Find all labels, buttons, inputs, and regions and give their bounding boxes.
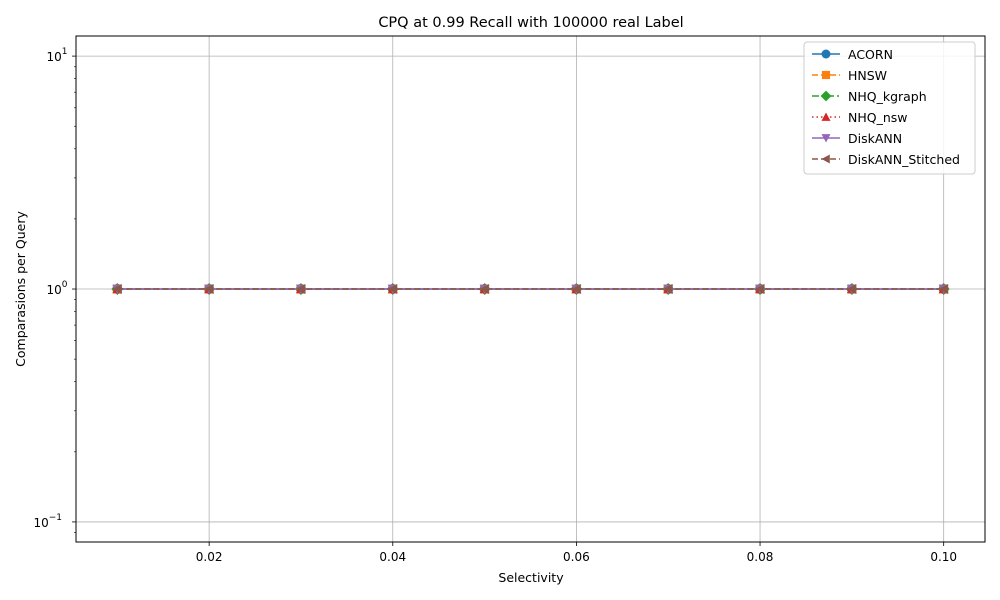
series-diskann-stitched — [112, 284, 948, 295]
y-axis-ticks: 10−1 100 101 — [33, 47, 76, 533]
y-tick-label: 10−1 — [33, 513, 62, 530]
legend-label: DiskANN — [848, 131, 902, 146]
x-tick-label: 0.06 — [563, 550, 590, 564]
data-point — [479, 284, 489, 295]
legend-item: DiskANN_Stitched — [812, 152, 960, 167]
y-tick-label: 101 — [46, 47, 67, 64]
data-point — [112, 284, 122, 295]
legend-label: NHQ_nsw — [848, 110, 908, 125]
data-point — [295, 284, 306, 295]
legend-box — [803, 41, 976, 175]
legend-marker — [821, 112, 831, 121]
x-tick-label: 0.04 — [379, 550, 406, 564]
legend-label: DiskANN_Stitched — [848, 152, 960, 167]
legend-marker — [821, 49, 831, 59]
legend-label: HNSW — [848, 68, 887, 83]
x-axis-label: Selectivity — [498, 570, 564, 585]
x-tick-label: 0.08 — [747, 550, 774, 564]
data-point — [387, 284, 398, 295]
legend-marker — [821, 134, 831, 143]
x-axis-ticks: 0.02 0.04 0.06 0.08 0.10 — [196, 542, 957, 564]
legend-item: NHQ_kgraph — [812, 89, 927, 104]
data-point — [755, 284, 765, 295]
data-point — [663, 284, 673, 295]
legend-label: NHQ_kgraph — [848, 89, 927, 104]
legend-item: DiskANN — [812, 131, 902, 146]
series-group — [111, 283, 950, 296]
x-tick-label: 0.02 — [196, 550, 223, 564]
x-tick-label: 0.10 — [930, 550, 957, 564]
data-point — [571, 284, 581, 295]
legend-marker — [821, 154, 830, 164]
legend: ACORN HNSW NHQ_kgraph NHQ_nsw DiskANN DiskANN… — [803, 41, 976, 175]
data-point — [846, 284, 857, 295]
data-point — [938, 284, 948, 295]
legend-item: NHQ_nsw — [812, 110, 908, 125]
chart-title: CPQ at 0.99 Recall with 100000 real Labe… — [378, 15, 683, 31]
legend-label: ACORN — [848, 47, 893, 62]
legend-item: ACORN — [812, 47, 893, 62]
legend-marker — [821, 70, 831, 80]
y-axis-label: Comparasions per Query — [13, 211, 28, 367]
legend-item: HNSW — [812, 68, 887, 83]
legend-marker — [820, 90, 832, 102]
data-point — [204, 284, 214, 295]
y-tick-label: 100 — [46, 280, 67, 297]
